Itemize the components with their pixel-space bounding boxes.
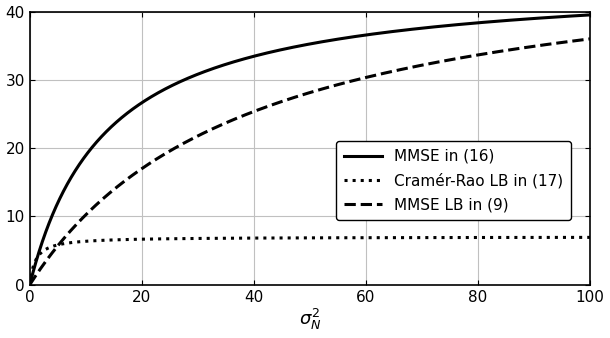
Legend: MMSE in (16), Cramér-Rao LB in (17), MMSE LB in (9): MMSE in (16), Cramér-Rao LB in (17), MMS… [336,141,571,220]
MMSE LB in (9) [586,37,594,41]
MMSE in (16) [467,21,475,25]
Line: Cramér-Rao LB in (17): Cramér-Rao LB in (17) [30,237,590,285]
Cramér-Rao LB in (17) [284,236,291,240]
Cramér-Rao LB in (17) [570,235,577,239]
MMSE in (16) [26,283,34,287]
MMSE LB in (9) [467,54,475,58]
Cramér-Rao LB in (17) [55,243,62,247]
MMSE in (16) [298,43,306,47]
Cramér-Rao LB in (17) [467,236,475,240]
Cramér-Rao LB in (17) [586,235,594,239]
X-axis label: $\sigma^2_N$: $\sigma^2_N$ [299,307,321,333]
Line: MMSE LB in (9): MMSE LB in (9) [30,39,590,285]
MMSE LB in (9) [284,98,291,102]
MMSE in (16) [570,14,578,18]
MMSE LB in (9) [26,283,34,287]
MMSE in (16) [570,14,577,18]
MMSE LB in (9) [570,39,577,43]
MMSE in (16) [55,199,62,203]
MMSE LB in (9) [55,243,62,247]
Cramér-Rao LB in (17) [298,236,306,240]
MMSE LB in (9) [298,93,306,97]
Cramér-Rao LB in (17) [570,235,578,239]
MMSE in (16) [586,13,594,17]
MMSE in (16) [284,46,291,50]
Cramér-Rao LB in (17) [26,283,34,287]
MMSE LB in (9) [570,39,578,43]
Line: MMSE in (16): MMSE in (16) [30,15,590,285]
